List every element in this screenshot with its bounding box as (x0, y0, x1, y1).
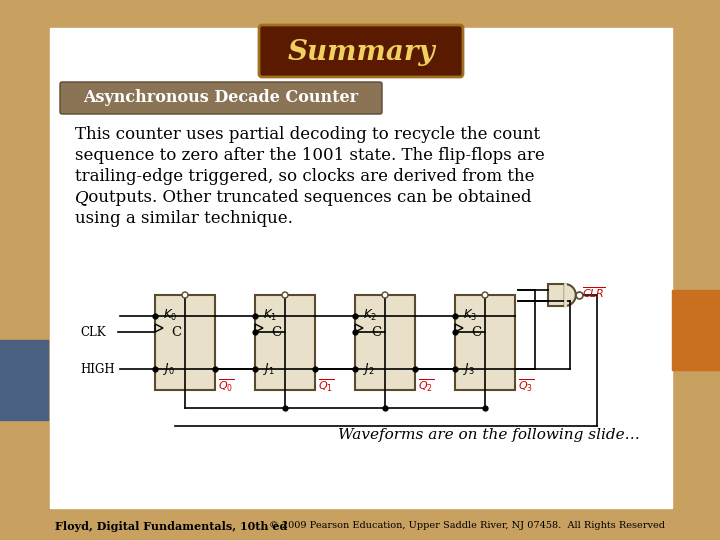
Text: $\overline{Q_0}$: $\overline{Q_0}$ (218, 377, 234, 394)
Wedge shape (564, 284, 576, 306)
Circle shape (282, 292, 288, 298)
FancyBboxPatch shape (259, 25, 463, 77)
Text: $K_1$: $K_1$ (263, 308, 277, 323)
Bar (255, 295, 315, 390)
Text: Q: Q (75, 189, 89, 206)
Bar (455, 295, 515, 390)
Text: Waveforms are on the following slide…: Waveforms are on the following slide… (338, 428, 640, 442)
Text: Floyd, Digital Fundamentals, 10th ed: Floyd, Digital Fundamentals, 10th ed (55, 521, 287, 531)
Text: $J_2$: $J_2$ (363, 361, 375, 377)
Text: sequence to zero after the 1001 state. The flip-flops are: sequence to zero after the 1001 state. T… (75, 147, 545, 164)
Text: $\overline{Q_3}$: $\overline{Q_3}$ (518, 377, 534, 394)
Circle shape (482, 292, 488, 298)
Text: $\overline{CLR}$: $\overline{CLR}$ (582, 286, 606, 300)
Bar (548, 284, 564, 306)
Text: This counter uses partial decoding to recycle the count: This counter uses partial decoding to re… (75, 126, 540, 143)
Text: CLK: CLK (80, 326, 106, 339)
Circle shape (182, 292, 188, 298)
Bar (672, 290, 720, 370)
Bar (50, 28, 672, 508)
Text: $J_1$: $J_1$ (263, 361, 275, 377)
Bar (0, 340, 48, 420)
Text: $\overline{Q_2}$: $\overline{Q_2}$ (418, 377, 434, 394)
Bar (355, 295, 415, 390)
Text: Asynchronous Decade Counter: Asynchronous Decade Counter (84, 90, 359, 106)
Text: Summary: Summary (287, 39, 435, 66)
Bar (0, 512, 720, 540)
Text: $K_3$: $K_3$ (463, 308, 477, 323)
Bar (155, 295, 215, 390)
Text: C: C (371, 326, 381, 339)
Text: using a similar technique.: using a similar technique. (75, 210, 293, 227)
Text: trailing-edge triggered, so clocks are derived from the: trailing-edge triggered, so clocks are d… (75, 168, 534, 185)
Text: C: C (271, 326, 281, 339)
Text: $J_3$: $J_3$ (463, 361, 475, 377)
Text: outputs. Other truncated sequences can be obtained: outputs. Other truncated sequences can b… (83, 189, 531, 206)
Text: © 2009 Pearson Education, Upper Saddle River, NJ 07458.  All Rights Reserved: © 2009 Pearson Education, Upper Saddle R… (269, 522, 665, 530)
Text: C: C (171, 326, 181, 339)
Text: $K_2$: $K_2$ (363, 308, 377, 323)
Text: HIGH: HIGH (80, 362, 114, 376)
FancyBboxPatch shape (60, 82, 382, 114)
Text: $\overline{Q_1}$: $\overline{Q_1}$ (318, 377, 334, 394)
Text: $K_0$: $K_0$ (163, 308, 177, 323)
Circle shape (382, 292, 388, 298)
Text: $J_0$: $J_0$ (163, 361, 175, 377)
Text: C: C (471, 326, 481, 339)
